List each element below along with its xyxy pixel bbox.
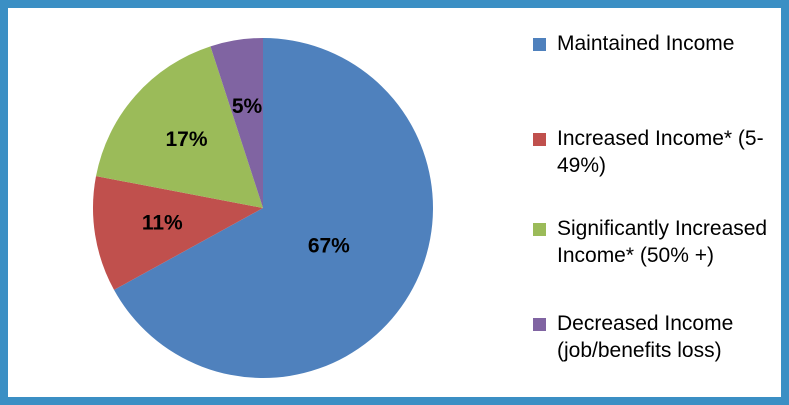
legend-swatch — [533, 223, 546, 236]
legend-swatch — [533, 133, 546, 146]
value-label: 11% — [142, 212, 183, 235]
legend-label: Increased Income* (5-49%) — [557, 127, 764, 177]
legend-swatch — [533, 38, 546, 51]
legend-item: Decreased Income (job/benefits loss) — [533, 310, 783, 364]
legend-item: Significantly Increased Income* (50% +) — [533, 215, 783, 269]
value-label: 5% — [232, 95, 263, 118]
chart: 67% 11% 17% 5% — [92, 38, 433, 379]
legend-swatch — [533, 318, 546, 331]
value-label: 17% — [165, 128, 207, 151]
legend-item: Maintained Income — [533, 30, 783, 57]
pie-slice — [92, 176, 263, 290]
legend-label: Decreased Income (job/benefits loss) — [557, 312, 734, 362]
value-label: 67% — [308, 234, 350, 257]
legend-item: Increased Income* (5-49%) — [533, 125, 783, 179]
pie-slice — [114, 38, 433, 379]
pie-slice — [96, 46, 263, 209]
legend-label: Maintained Income — [557, 32, 735, 55]
pie-slice — [210, 38, 263, 208]
legend-label: Significantly Increased Income* (50% +) — [557, 217, 768, 267]
